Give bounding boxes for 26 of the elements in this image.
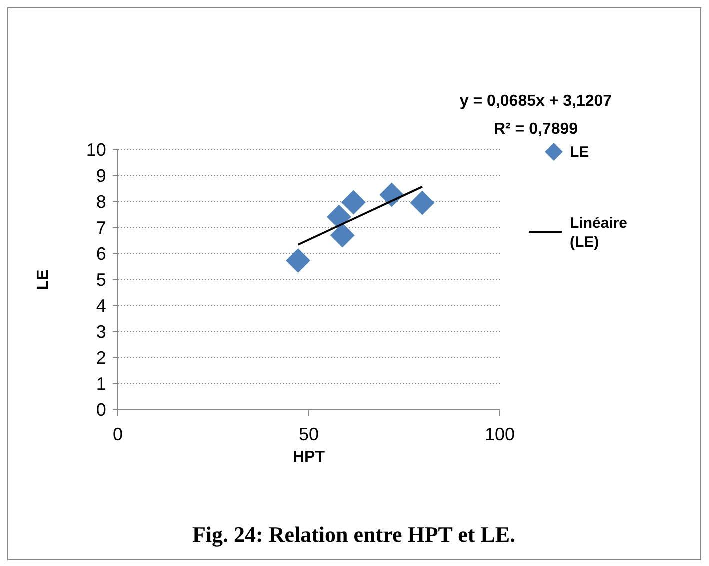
x-tick-label: 0 [112, 424, 124, 445]
y-tick-label: 0 [96, 400, 106, 420]
y-tick-label: 7 [96, 218, 106, 238]
y-axis-title: LE [35, 269, 52, 290]
y-tick-label: 3 [96, 322, 106, 342]
point [341, 190, 366, 215]
point [330, 223, 355, 248]
x-tick-label: 50 [298, 424, 320, 445]
y-tick-label: 2 [96, 348, 106, 368]
y-tick-label: 5 [96, 270, 106, 290]
x-tick-label: 100 [484, 424, 516, 445]
y-tick-label: 4 [96, 296, 106, 316]
y-tick-label: 10 [86, 140, 106, 160]
text: R² = 0,7899 [494, 121, 578, 138]
text: y = 0,0685x + 3,1207 [460, 93, 612, 110]
y-tick-label: 1 [96, 374, 106, 394]
point [286, 248, 311, 274]
y-tick-label: 6 [96, 244, 106, 264]
legend-label: Linéaire (LE) [570, 215, 628, 251]
legend-label: LE [570, 144, 590, 161]
y-tick-label: 9 [96, 166, 106, 186]
caption: Fig. 24: Relation entre HPT et LE. [192, 522, 516, 547]
point [326, 204, 352, 230]
point [410, 190, 435, 216]
y-tick-label: 8 [96, 192, 106, 212]
x-axis-title: HPT [293, 449, 326, 466]
